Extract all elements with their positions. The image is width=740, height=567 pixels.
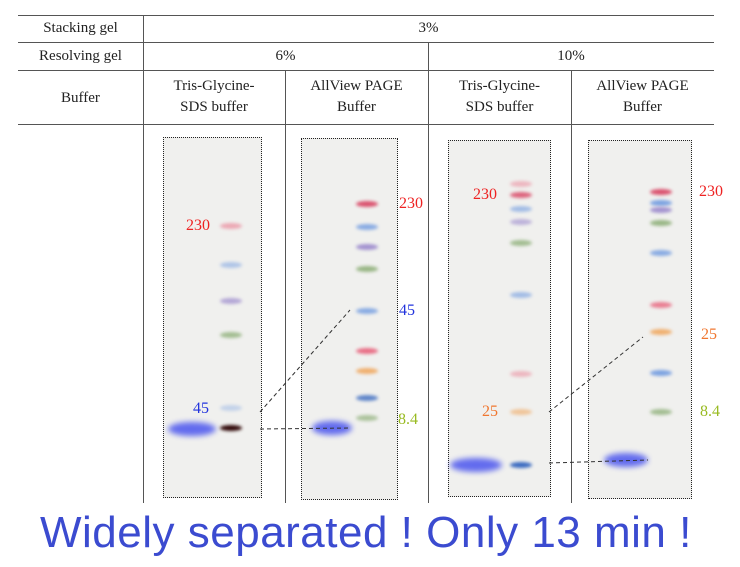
- row-label-buffer: Buffer: [61, 90, 100, 106]
- marker-band: [356, 395, 378, 401]
- gel-4: [588, 140, 692, 499]
- marker-band: [510, 192, 532, 198]
- marker-band: [510, 219, 532, 225]
- marker-band: [650, 409, 672, 415]
- column-divider: [571, 70, 572, 503]
- resolving-value: 10%: [557, 48, 585, 64]
- mw-label: 230: [399, 195, 423, 212]
- sample-band: [450, 458, 502, 472]
- mw-label: 8.4: [700, 403, 720, 420]
- marker-band: [650, 329, 672, 335]
- column-divider: [143, 15, 144, 503]
- mw-label: 45: [399, 302, 415, 319]
- marker-band: [510, 462, 532, 468]
- marker-band: [510, 206, 532, 212]
- marker-band: [650, 370, 672, 376]
- marker-band: [510, 240, 532, 246]
- row-label-resolving: Resolving gel: [39, 48, 122, 64]
- mw-label: 230: [473, 186, 497, 203]
- marker-band: [220, 405, 242, 411]
- mw-label: 8.4: [398, 411, 418, 428]
- buffer-label: AllView PAGE Buffer: [310, 78, 403, 115]
- resolving-value: 6%: [275, 48, 296, 64]
- marker-band: [356, 368, 378, 374]
- marker-band: [356, 224, 378, 230]
- row-label-stacking: Stacking gel: [43, 20, 118, 36]
- dashed-connector: [259, 427, 351, 430]
- dashed-connector: [548, 336, 644, 413]
- marker-band: [650, 207, 672, 213]
- marker-band: [510, 371, 532, 377]
- table-rule: [18, 124, 714, 125]
- buffer-label: Tris-Glycine- SDS buffer: [458, 78, 541, 115]
- table-rule: [18, 42, 714, 43]
- mw-label: 230: [699, 183, 723, 200]
- marker-band: [510, 409, 532, 415]
- marker-band: [650, 250, 672, 256]
- marker-band: [510, 292, 532, 298]
- table-rule: [18, 70, 714, 71]
- column-divider: [428, 42, 429, 503]
- gel-3: [448, 140, 551, 497]
- marker-band: [356, 201, 378, 207]
- marker-band: [650, 302, 672, 308]
- gel-1: [163, 137, 262, 498]
- marker-band: [650, 189, 672, 195]
- buffer-label: AllView PAGE Buffer: [596, 78, 689, 115]
- marker-band: [220, 425, 242, 431]
- tagline: Widely separated ! Only 13 min !: [40, 508, 692, 557]
- column-divider: [285, 70, 286, 503]
- marker-band: [220, 262, 242, 268]
- sample-band: [604, 453, 648, 467]
- dashed-connector: [259, 309, 351, 413]
- marker-band: [356, 308, 378, 314]
- stacking-value: 3%: [418, 20, 439, 36]
- marker-band: [356, 348, 378, 354]
- table-rule: [18, 15, 714, 16]
- mw-label: 25: [701, 326, 717, 343]
- marker-band: [650, 220, 672, 226]
- marker-band: [220, 223, 242, 229]
- marker-band: [650, 200, 672, 206]
- dashed-connector: [548, 459, 649, 464]
- marker-band: [356, 266, 378, 272]
- marker-band: [356, 244, 378, 250]
- marker-band: [220, 332, 242, 338]
- mw-label: 25: [482, 403, 498, 420]
- marker-band: [356, 415, 378, 421]
- marker-band: [220, 298, 242, 304]
- mw-label: 45: [193, 400, 209, 417]
- marker-band: [510, 181, 532, 187]
- sample-band: [168, 422, 216, 436]
- buffer-label: Tris-Glycine- SDS buffer: [173, 78, 255, 115]
- mw-label: 230: [186, 217, 210, 234]
- gel-2: [301, 138, 398, 500]
